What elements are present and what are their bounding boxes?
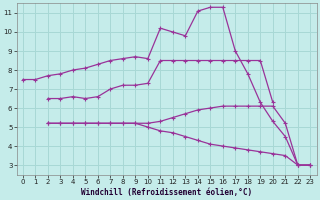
X-axis label: Windchill (Refroidissement éolien,°C): Windchill (Refroidissement éolien,°C): [81, 188, 252, 197]
